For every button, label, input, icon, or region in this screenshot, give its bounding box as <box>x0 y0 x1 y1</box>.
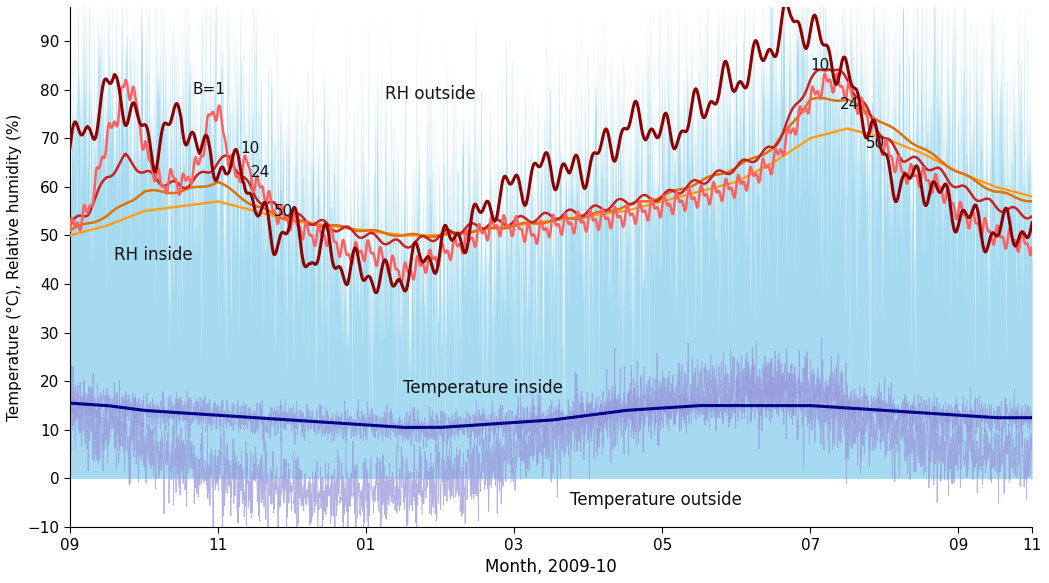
Text: 24: 24 <box>252 165 271 180</box>
Text: 50: 50 <box>865 136 885 151</box>
Text: 24: 24 <box>840 97 859 112</box>
Y-axis label: Temperature (°C), Relative humidity (%): Temperature (°C), Relative humidity (%) <box>7 113 22 421</box>
Text: B=1: B=1 <box>192 82 224 97</box>
Text: 10: 10 <box>810 58 830 73</box>
Text: 10: 10 <box>240 141 259 156</box>
Text: RH outside: RH outside <box>385 85 475 103</box>
Text: Temperature outside: Temperature outside <box>570 491 742 509</box>
X-axis label: Month, 2009-10: Month, 2009-10 <box>486 558 617 576</box>
Text: 50: 50 <box>274 204 293 219</box>
Text: RH inside: RH inside <box>114 245 193 264</box>
Text: Temperature inside: Temperature inside <box>403 380 563 398</box>
